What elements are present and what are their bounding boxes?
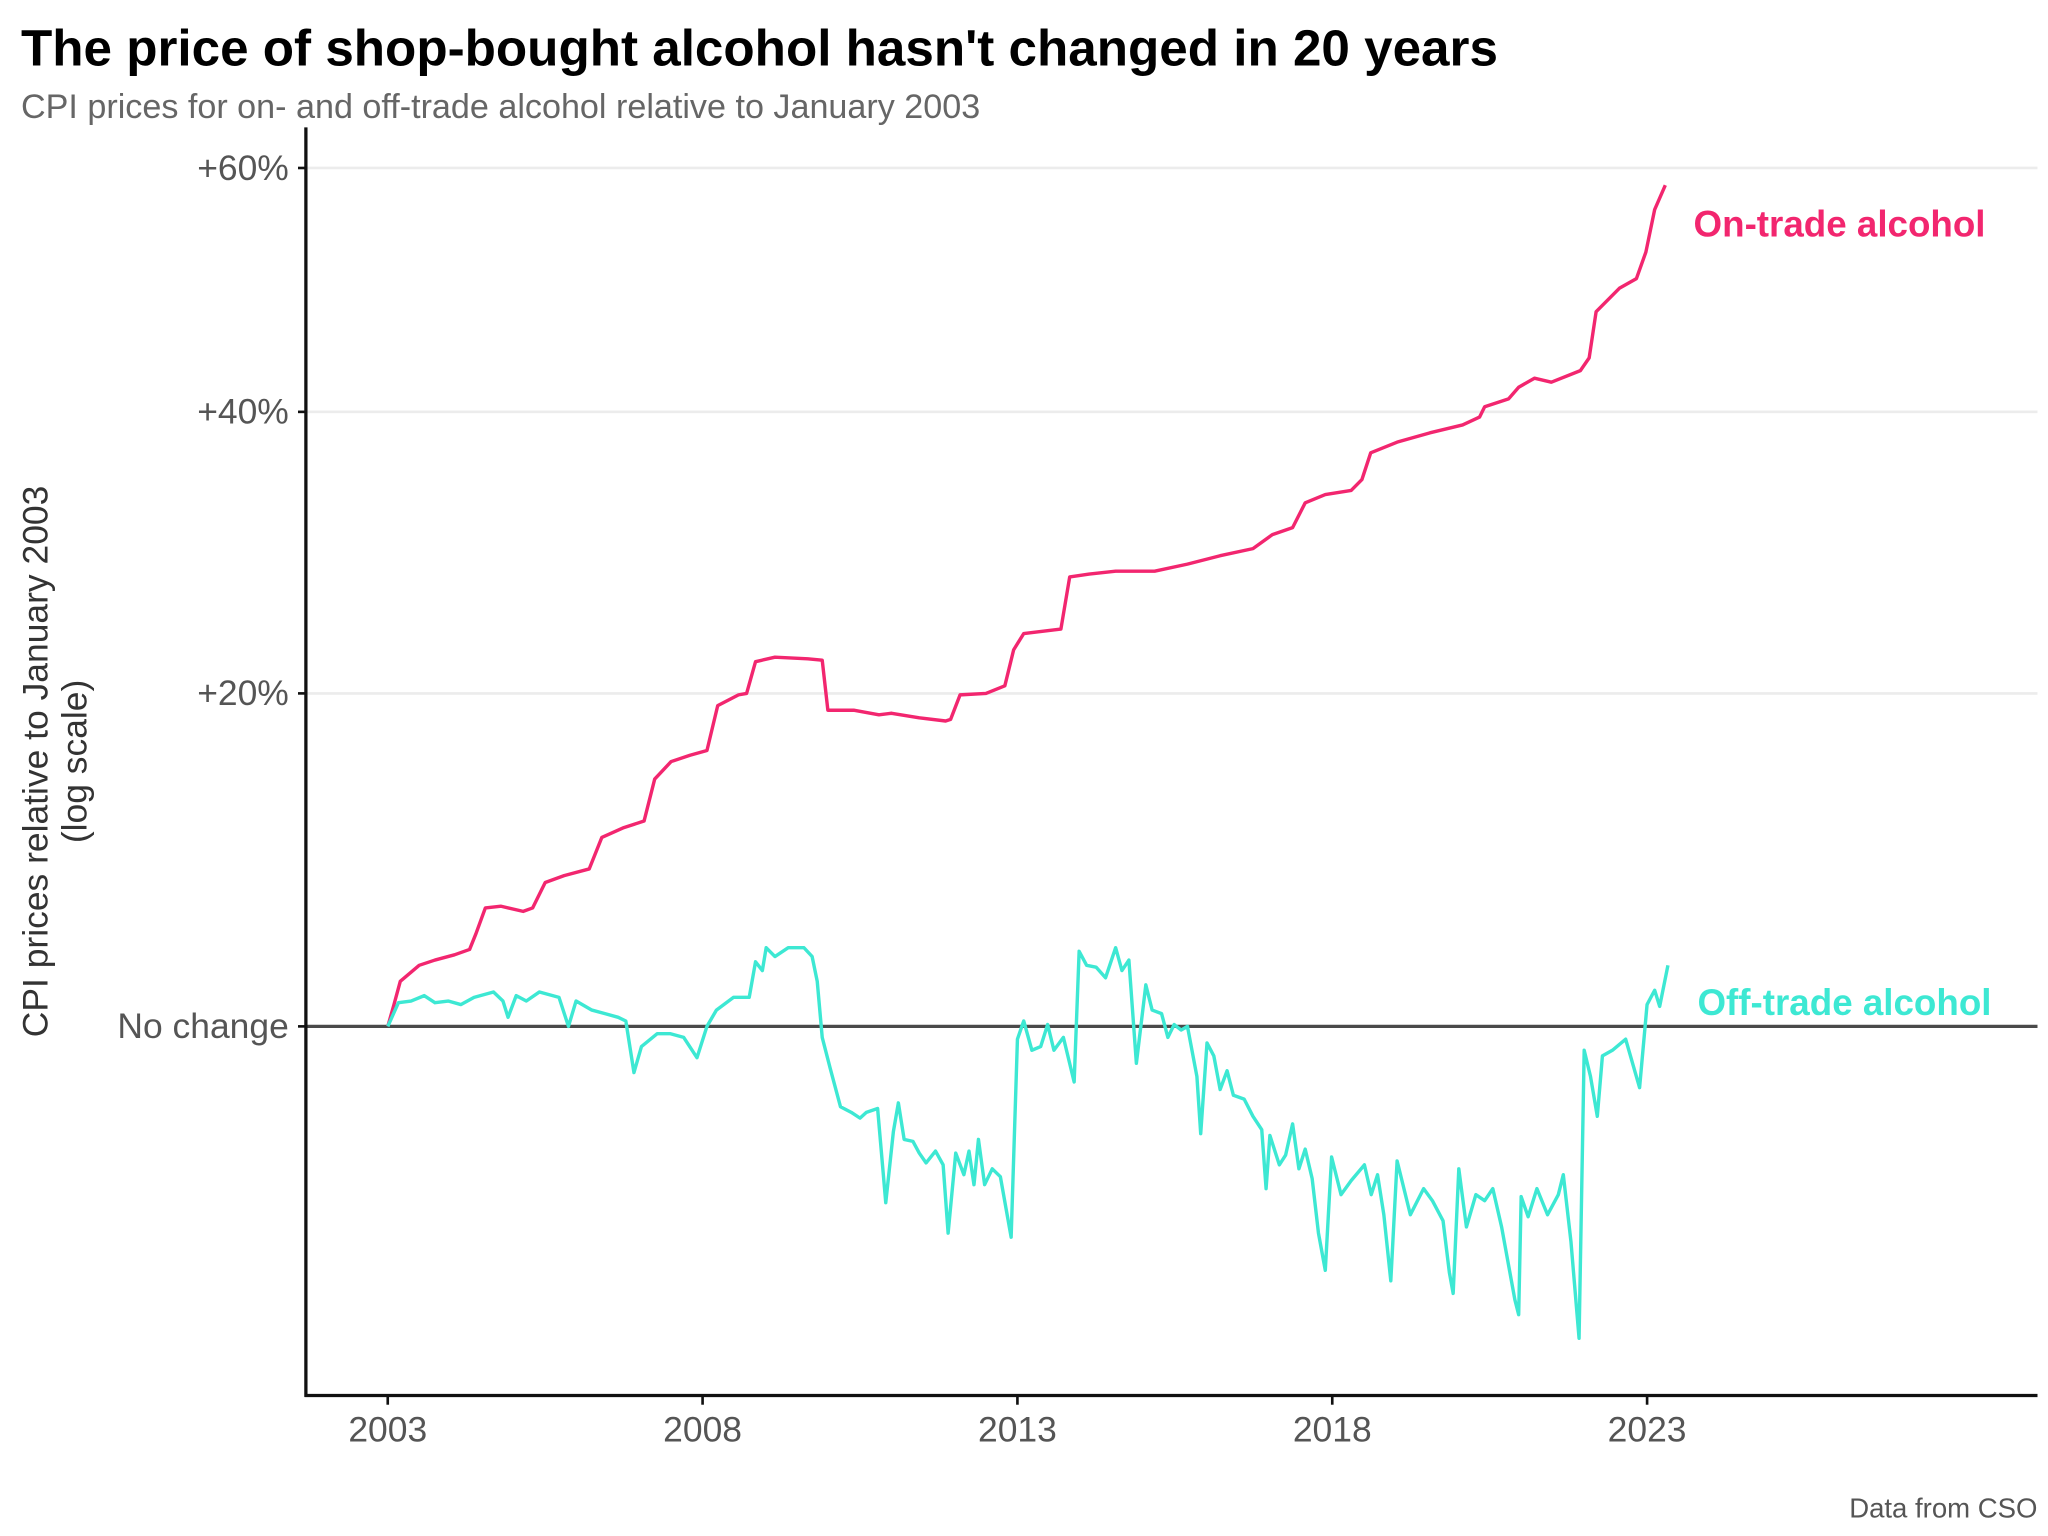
series-line-on-trade: [386, 184, 1667, 1027]
x-tick-label: 2008: [663, 1409, 742, 1449]
x-tick-label: 2018: [1293, 1409, 1372, 1449]
y-tick-label: +40%: [197, 392, 289, 432]
x-tick-label: 2013: [978, 1409, 1057, 1449]
series-label-off-trade: Off-trade alcohol: [1697, 982, 1991, 1023]
x-tick-label: 2003: [348, 1409, 427, 1449]
x-axis-ticks: 2003 2008 2013 2018 2023: [348, 1395, 1687, 1449]
y-axis-title-note: (log scale): [55, 680, 95, 843]
y-tick-label: +20%: [197, 673, 289, 713]
series-lines: [386, 184, 1670, 1340]
series-line-off-trade: [386, 946, 1670, 1340]
chart-title: The price of shop-bought alcohol hasn't …: [21, 20, 1498, 77]
chart-subtitle: CPI prices for on- and off-trade alcohol…: [21, 88, 980, 126]
x-tick-label: 2023: [1608, 1409, 1687, 1449]
y-tick-label: +60%: [197, 148, 289, 188]
caption: Data from CSO: [1849, 1493, 2037, 1524]
gridlines: [305, 166, 2038, 1029]
y-axis-ticks: No change +20% +40% +60%: [117, 148, 306, 1046]
y-axis-title: CPI prices relative to January 2003: [15, 486, 55, 1038]
y-tick-label: No change: [117, 1006, 288, 1046]
series-label-on-trade: On-trade alcohol: [1694, 203, 1986, 244]
